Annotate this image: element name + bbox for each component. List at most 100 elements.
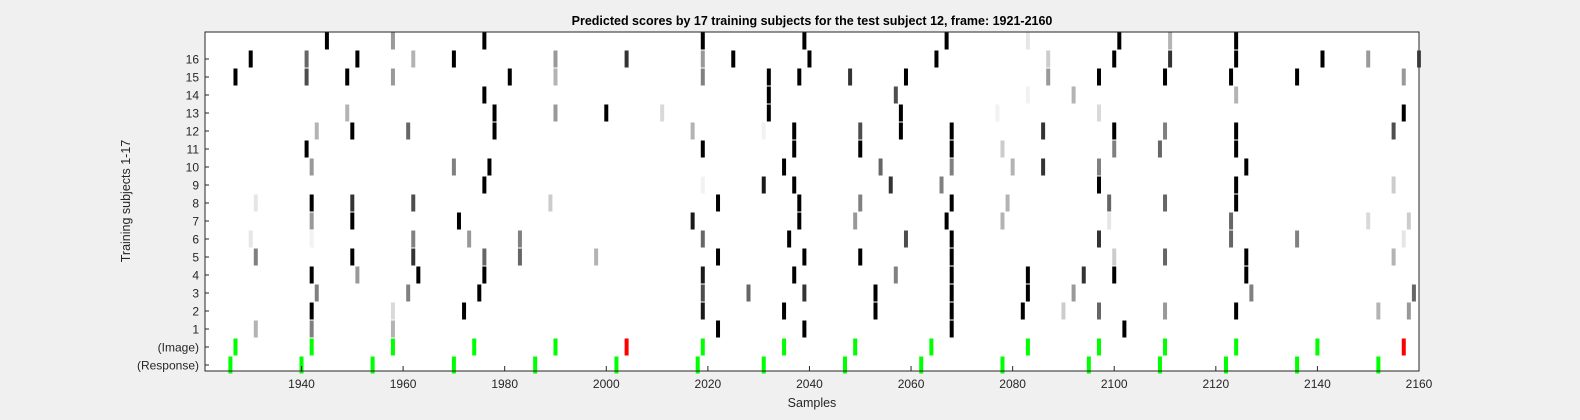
score-mark [1112, 50, 1117, 68]
score-mark [1163, 248, 1168, 266]
score-mark [858, 194, 863, 212]
image-mark [1163, 338, 1168, 356]
score-mark [456, 212, 461, 230]
score-mark [716, 320, 721, 338]
score-mark [350, 248, 355, 266]
score-mark [660, 104, 665, 122]
score-mark [314, 122, 319, 140]
response-mark [843, 356, 848, 374]
score-mark [1391, 176, 1396, 194]
score-mark [1025, 266, 1030, 284]
score-mark [1010, 158, 1015, 176]
score-mark [878, 158, 883, 176]
score-mark [553, 104, 558, 122]
score-mark [700, 302, 705, 320]
score-mark [1391, 122, 1396, 140]
heatmap-marks [228, 32, 1421, 374]
score-mark [451, 50, 456, 68]
score-mark [1411, 284, 1416, 302]
score-mark [350, 194, 355, 212]
score-mark [482, 32, 487, 50]
score-mark [1244, 266, 1249, 284]
score-mark [1000, 140, 1005, 158]
score-mark [1229, 68, 1234, 86]
score-mark [477, 284, 482, 302]
score-mark [1376, 302, 1381, 320]
score-mark [792, 266, 797, 284]
score-mark [492, 122, 497, 140]
score-mark [1234, 122, 1239, 140]
score-mark [690, 122, 695, 140]
score-mark [594, 248, 599, 266]
score-mark [253, 320, 258, 338]
score-mark [1163, 68, 1168, 86]
score-mark [716, 248, 721, 266]
score-mark [690, 212, 695, 230]
score-mark [995, 104, 1000, 122]
response-mark [370, 356, 375, 374]
score-mark [1107, 212, 1112, 230]
score-mark [1229, 212, 1234, 230]
score-mark [350, 122, 355, 140]
score-mark [487, 158, 492, 176]
y-tick-label: 14 [186, 89, 200, 103]
image-mark [553, 338, 558, 356]
score-mark [746, 284, 751, 302]
y-tick-label: 11 [187, 143, 200, 157]
response-mark [1157, 356, 1162, 374]
score-mark [553, 68, 558, 86]
score-mark [1391, 248, 1396, 266]
score-mark [700, 50, 705, 68]
score-mark [787, 230, 792, 248]
score-mark [355, 266, 360, 284]
image-mark [1234, 338, 1239, 356]
score-mark [944, 212, 949, 230]
y-tick-label: 3 [192, 287, 199, 301]
score-mark [1234, 86, 1239, 104]
score-mark [893, 86, 898, 104]
score-mark [406, 284, 411, 302]
y-axis-label: Training subjects 1-17 [119, 140, 133, 263]
image-mark [1025, 338, 1030, 356]
score-mark [802, 284, 807, 302]
score-mark [949, 122, 954, 140]
image-mark [700, 338, 705, 356]
score-mark [700, 284, 705, 302]
score-mark [1041, 122, 1046, 140]
image-mark [472, 338, 477, 356]
score-mark [1096, 158, 1101, 176]
image-mark [624, 338, 629, 356]
image-mark [309, 338, 314, 356]
score-mark [848, 68, 853, 86]
score-mark [604, 104, 609, 122]
score-mark [797, 194, 802, 212]
y-tick-label: (Response) [137, 359, 199, 373]
score-mark [248, 50, 253, 68]
image-mark [853, 338, 858, 356]
score-mark [507, 68, 512, 86]
score-mark [345, 68, 350, 86]
score-mark [898, 122, 903, 140]
score-mark [411, 194, 416, 212]
score-mark [766, 104, 771, 122]
score-mark [411, 230, 416, 248]
score-mark [467, 230, 472, 248]
score-mark [390, 32, 395, 50]
score-mark [1163, 194, 1168, 212]
score-mark [309, 230, 314, 248]
score-mark [1081, 266, 1086, 284]
score-mark [873, 302, 878, 320]
score-mark [1122, 320, 1127, 338]
score-mark [700, 266, 705, 284]
score-mark [949, 302, 954, 320]
score-mark [1000, 212, 1005, 230]
score-mark [482, 248, 487, 266]
score-mark [1234, 140, 1239, 158]
y-tick-label: 8 [192, 197, 199, 211]
score-mark [792, 140, 797, 158]
score-mark [700, 140, 705, 158]
y-tick-label: 7 [192, 215, 199, 229]
score-mark [949, 248, 954, 266]
image-mark [233, 338, 238, 356]
